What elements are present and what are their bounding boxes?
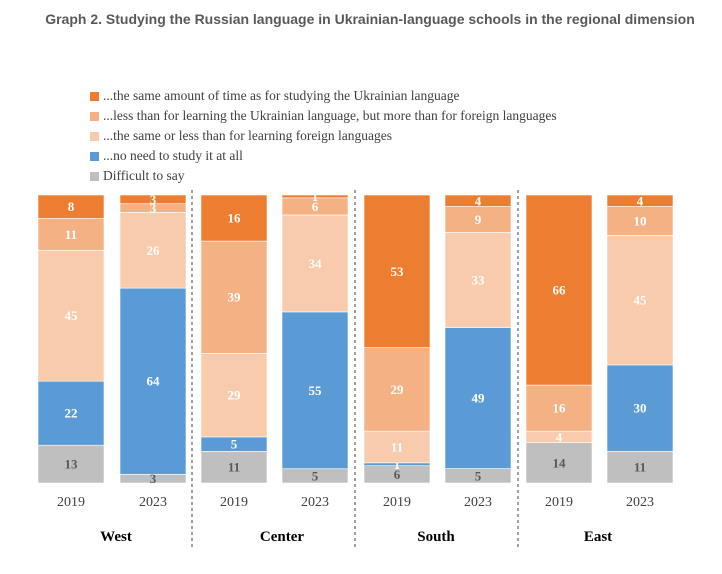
legend-item-no-need: ...no need to study it at all xyxy=(90,146,557,166)
bar-segment xyxy=(200,353,268,438)
data-label: 45 xyxy=(634,293,648,308)
data-label: 39 xyxy=(228,290,242,305)
data-label: 1 xyxy=(394,457,401,472)
bar-segment xyxy=(200,194,268,242)
group-label: West xyxy=(100,529,132,545)
bar-segment xyxy=(363,347,431,432)
data-label: 34 xyxy=(309,256,323,271)
x-tick-label: 2023 xyxy=(464,495,492,510)
x-tick-label: 2023 xyxy=(626,495,654,510)
x-tick-label: 2023 xyxy=(301,495,329,510)
legend-swatch xyxy=(90,171,99,181)
x-tick-label: 2023 xyxy=(139,495,167,510)
bar-segment xyxy=(281,311,349,470)
data-label: 5 xyxy=(231,437,238,452)
bar-segment xyxy=(37,249,105,382)
data-label: 5 xyxy=(312,468,319,483)
data-label: 26 xyxy=(147,243,161,258)
legend-swatch xyxy=(90,111,99,121)
bar-segment xyxy=(37,194,105,219)
data-label: 64 xyxy=(147,374,161,389)
data-label: 66 xyxy=(553,283,567,298)
legend-label: ...less than for learning the Ukrainian … xyxy=(103,108,557,123)
group-label: East xyxy=(584,529,612,545)
bar-segment xyxy=(606,194,674,207)
data-label: 10 xyxy=(634,213,647,228)
group-label: Center xyxy=(260,529,304,545)
data-label: 6 xyxy=(394,467,401,482)
data-label: 16 xyxy=(553,401,567,416)
data-label: 9 xyxy=(475,212,482,227)
data-label: 8 xyxy=(68,199,75,214)
data-label: 53 xyxy=(391,264,405,279)
bar-segment xyxy=(363,194,431,348)
legend-swatch xyxy=(90,151,99,161)
data-label: 22 xyxy=(65,406,78,421)
bar-segment xyxy=(525,194,593,386)
data-label: 55 xyxy=(309,383,323,398)
legend-item-difficult: Difficult to say xyxy=(90,166,557,186)
legend-label: Difficult to say xyxy=(103,168,185,183)
data-label: 11 xyxy=(634,460,646,475)
bar-segment xyxy=(37,444,105,484)
x-tick-label: 2019 xyxy=(383,495,411,510)
bar-segment xyxy=(444,194,512,207)
bar-segment xyxy=(119,194,187,205)
data-label: 3 xyxy=(150,192,157,207)
x-tick-label: 2019 xyxy=(220,495,248,510)
bar-segment xyxy=(37,380,105,446)
data-label: 5 xyxy=(475,468,482,483)
bar-segment xyxy=(281,194,349,199)
data-label: 16 xyxy=(228,211,242,226)
data-label: 4 xyxy=(637,193,644,208)
data-label: 30 xyxy=(634,401,647,416)
legend: ...the same amount of time as for studyi… xyxy=(90,86,557,186)
data-label: 29 xyxy=(228,388,242,403)
bar-segment xyxy=(444,206,512,233)
legend-swatch xyxy=(90,91,99,101)
legend-item-same-or-less-foreign: ...the same or less than for learning fo… xyxy=(90,126,557,146)
data-label: 29 xyxy=(391,382,405,397)
legend-label: ...the same or less than for learning fo… xyxy=(103,128,393,143)
legend-item-less-than-ukrainian: ...less than for learning the Ukrainian … xyxy=(90,106,557,126)
legend-label: ...no need to study it at all xyxy=(103,148,243,163)
legend-label: ...the same amount of time as for studyi… xyxy=(103,88,460,103)
data-label: 1 xyxy=(312,189,319,204)
data-label: 11 xyxy=(65,227,77,242)
bar-segment xyxy=(606,235,674,366)
bar-segment xyxy=(37,217,105,251)
bar-segment xyxy=(363,430,431,464)
data-label: 4 xyxy=(475,193,482,208)
bar-segment xyxy=(200,451,268,484)
data-label: 45 xyxy=(65,308,79,323)
data-label: 33 xyxy=(472,272,486,287)
data-label: 3 xyxy=(150,201,157,216)
bar-segment xyxy=(444,232,512,328)
group-label: South xyxy=(417,529,455,545)
data-label: 6 xyxy=(312,199,319,214)
data-label: 11 xyxy=(391,440,403,455)
x-tick-label: 2019 xyxy=(57,495,85,510)
legend-swatch xyxy=(90,131,99,141)
bar-segment xyxy=(200,240,268,354)
data-label: 14 xyxy=(553,455,567,470)
data-label: 4 xyxy=(556,429,563,444)
chart-title: Graph 2. Studying the Russian language i… xyxy=(45,11,695,27)
data-label: 49 xyxy=(472,391,486,406)
data-label: 11 xyxy=(228,460,240,475)
bar-segment xyxy=(444,327,512,469)
data-label: 13 xyxy=(65,457,79,472)
bar-segment xyxy=(606,206,674,236)
x-tick-label: 2019 xyxy=(545,495,573,510)
bar-segment xyxy=(281,214,349,313)
legend-item-same-time: ...the same amount of time as for studyi… xyxy=(90,86,557,106)
data-label: 3 xyxy=(150,471,157,486)
bar-segment xyxy=(119,212,187,289)
